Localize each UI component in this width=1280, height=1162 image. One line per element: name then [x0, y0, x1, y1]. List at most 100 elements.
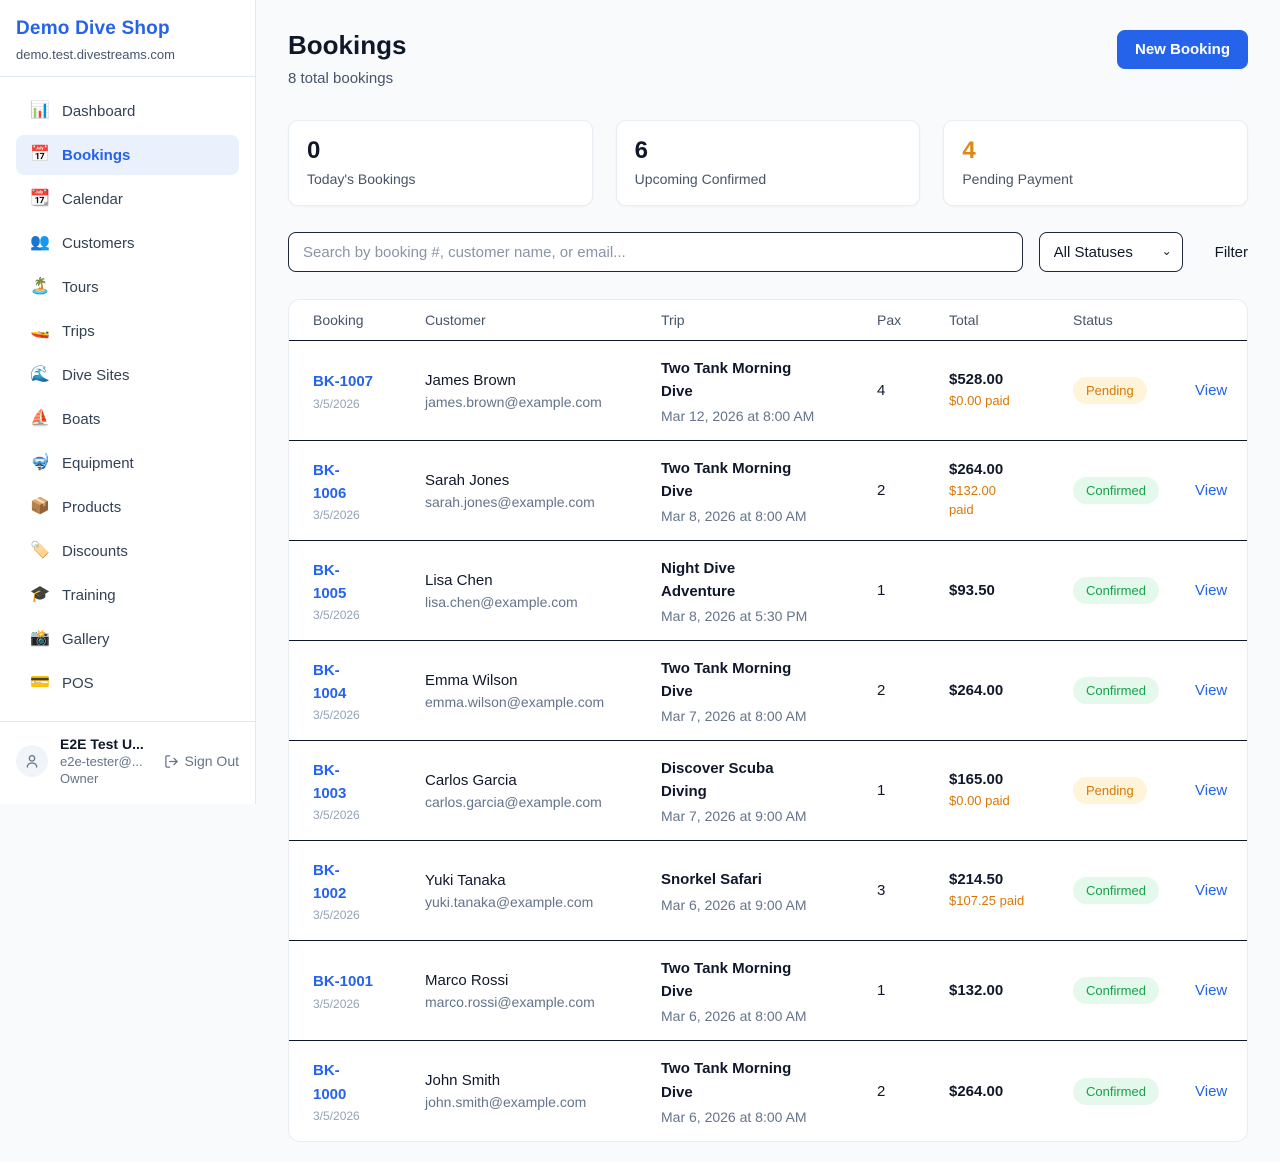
pax-count: 4	[877, 382, 886, 399]
customer-email: emma.wilson@example.com	[425, 693, 605, 710]
booking-date: 3/5/2026	[313, 708, 360, 723]
sign-out-label: Sign Out	[184, 753, 239, 769]
status-badge: Pending	[1073, 377, 1147, 404]
sidebar-item-equipment[interactable]: 🤿 Equipment	[16, 443, 239, 483]
brand-block: Demo Dive Shop demo.test.divestreams.com	[0, 0, 255, 77]
sidebar-nav: 📊 Dashboard 📅 Bookings 📆 Calendar 👥 Cust…	[0, 77, 255, 721]
trip-time: Mar 7, 2026 at 9:00 AM	[661, 808, 807, 825]
total-amount: $165.00	[949, 770, 1004, 788]
view-link[interactable]: View	[1195, 782, 1228, 799]
column-header-pax: Pax	[877, 312, 902, 328]
column-header-status: Status	[1073, 312, 1113, 328]
customer-name: Emma Wilson	[425, 671, 518, 689]
total-amount: $214.50	[949, 870, 1004, 888]
status-filter-select[interactable]: All Statuses	[1038, 232, 1183, 272]
paid-amount: $0.00 paid	[949, 392, 1010, 408]
sidebar-item-tours[interactable]: 🏝️ Tours	[16, 267, 239, 307]
table-row: BK- 1006 3/5/2026 Sarah Jones sarah.jone…	[289, 441, 1247, 541]
trip-name: Two Tank Morning Dive	[661, 1060, 792, 1101]
trip-name: Snorkel Safari	[661, 871, 762, 889]
desert-island-icon: 🏝️	[30, 278, 50, 295]
sidebar-item-trips[interactable]: 🚤 Trips	[16, 311, 239, 351]
booking-date: 3/5/2026	[313, 908, 360, 923]
status-badge: Confirmed	[1073, 877, 1159, 904]
trip-time: Mar 8, 2026 at 5:30 PM	[661, 608, 808, 625]
table-row: BK-1001 3/5/2026 Marco Rossi marco.rossi…	[289, 941, 1247, 1041]
pax-count: 2	[877, 482, 886, 499]
paid-amount: $132.00 paid	[949, 483, 996, 517]
pax-count: 2	[877, 682, 886, 699]
status-badge: Confirmed	[1073, 477, 1159, 504]
stat-card: 0 Today's Bookings	[288, 120, 593, 206]
tag-icon: 🏷️	[30, 542, 50, 559]
booking-date: 3/5/2026	[313, 396, 360, 411]
stat-label: Today's Bookings	[307, 171, 416, 187]
customer-name: James Brown	[425, 371, 516, 389]
new-booking-button[interactable]: New Booking	[1116, 30, 1248, 69]
sidebar-item-products[interactable]: 📦 Products	[16, 487, 239, 527]
sidebar-item-gallery[interactable]: 📸 Gallery	[16, 619, 239, 659]
sidebar-item-boats[interactable]: ⛵ Boats	[16, 399, 239, 439]
booking-date: 3/5/2026	[313, 808, 360, 823]
view-link[interactable]: View	[1195, 982, 1228, 999]
trip-name: Discover Scuba Diving	[661, 759, 774, 800]
trip-time: Mar 8, 2026 at 8:00 AM	[661, 508, 807, 525]
sidebar-item-dive-sites[interactable]: 🌊 Dive Sites	[16, 355, 239, 395]
sidebar-item-label: Trips	[62, 322, 95, 340]
booking-id-link[interactable]: BK- 1002	[313, 861, 347, 902]
view-link[interactable]: View	[1195, 882, 1228, 899]
booking-id-link[interactable]: BK- 1004	[313, 661, 347, 702]
sign-out-button[interactable]: Sign Out	[164, 753, 239, 769]
booking-date: 3/5/2026	[313, 996, 360, 1011]
trip-name: Two Tank Morning Dive	[661, 659, 792, 700]
sidebar-item-label: Discounts	[62, 542, 128, 560]
user-role: Owner	[60, 771, 99, 786]
view-link[interactable]: View	[1195, 1082, 1228, 1100]
filter-row: All Statuses ⌄ Filter	[288, 232, 1248, 272]
booking-id-link[interactable]: BK- 1003	[313, 761, 347, 802]
booking-id-link[interactable]: BK-1007	[313, 373, 374, 391]
camera-icon: 📸	[30, 630, 50, 647]
sidebar-item-customers[interactable]: 👥 Customers	[16, 223, 239, 263]
sidebar-item-bookings[interactable]: 📅 Bookings	[16, 135, 239, 175]
customer-name: Yuki Tanaka	[425, 871, 506, 889]
sidebar-item-dashboard[interactable]: 📊 Dashboard	[16, 91, 239, 131]
user-section: E2E Test U... e2e-tester@... Owner Sign …	[0, 721, 255, 804]
stat-value: 0	[307, 137, 321, 164]
trip-name: Two Tank Morning Dive	[661, 359, 792, 400]
customer-email: marco.rossi@example.com	[425, 993, 595, 1010]
booking-date: 3/5/2026	[313, 1108, 360, 1123]
column-header-booking: Booking	[313, 312, 364, 328]
user-name: E2E Test U...	[60, 736, 144, 752]
trip-name: Two Tank Morning Dive	[661, 959, 792, 1000]
table-row: BK- 1002 3/5/2026 Yuki Tanaka yuki.tanak…	[289, 841, 1247, 941]
stat-value: 6	[634, 137, 649, 164]
view-link[interactable]: View	[1195, 582, 1228, 599]
trip-name: Night Dive Adventure	[661, 559, 736, 600]
view-link[interactable]: View	[1195, 682, 1228, 699]
sidebar-item-label: POS	[62, 674, 94, 692]
sailboat-icon: ⛵	[30, 410, 50, 427]
sidebar-item-label: Dive Sites	[62, 366, 130, 384]
sidebar-item-label: Tours	[62, 278, 99, 296]
booking-id-link[interactable]: BK- 1005	[313, 561, 347, 602]
booking-id-link[interactable]: BK-1001	[313, 973, 374, 991]
sidebar-item-pos[interactable]: 💳 POS	[16, 663, 239, 703]
view-link[interactable]: View	[1195, 482, 1228, 499]
sidebar-item-training[interactable]: 🎓 Training	[16, 575, 239, 615]
column-header-trip: Trip	[661, 312, 685, 328]
booking-id-link[interactable]: BK- 1006	[313, 461, 347, 502]
search-input[interactable]	[288, 232, 1023, 272]
filter-label[interactable]: Filter	[1214, 243, 1248, 261]
sidebar-item-discounts[interactable]: 🏷️ Discounts	[16, 531, 239, 571]
trip-name: Two Tank Morning Dive	[661, 459, 792, 500]
sidebar-item-calendar[interactable]: 📆 Calendar	[16, 179, 239, 219]
customer-name: Lisa Chen	[425, 571, 493, 589]
customer-email: carlos.garcia@example.com	[425, 793, 602, 810]
table-row: BK- 1000 3/5/2026 John Smith john.smith@…	[289, 1041, 1247, 1141]
main-content: Bookings 8 total bookings New Booking 0 …	[256, 0, 1280, 1162]
view-link[interactable]: View	[1195, 382, 1228, 399]
sidebar-item-label: Equipment	[62, 454, 134, 472]
customer-name: John Smith	[425, 1072, 501, 1089]
booking-id-link[interactable]: BK- 1000	[313, 1062, 347, 1103]
